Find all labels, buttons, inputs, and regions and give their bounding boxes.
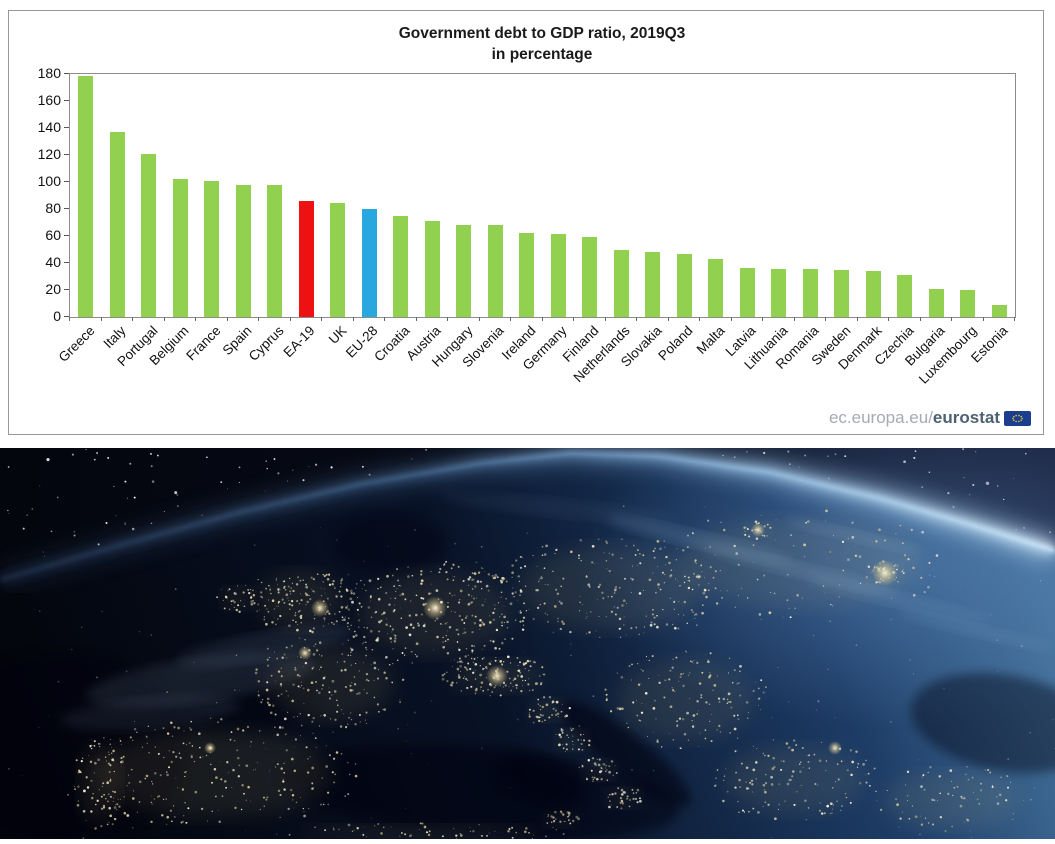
x-axis-tick	[69, 317, 70, 321]
x-axis-tick	[100, 317, 102, 321]
x-axis-tick	[856, 317, 858, 321]
bar-eu-28	[361, 208, 377, 317]
x-axis-tick	[793, 317, 795, 321]
y-axis-tick-label: 20	[45, 281, 61, 297]
x-axis-tick	[636, 317, 637, 321]
x-axis-tick	[919, 317, 921, 321]
plot-area	[69, 73, 1016, 318]
y-axis-tick-label: 100	[37, 173, 61, 189]
europe-night-photo	[0, 398, 1055, 843]
y-axis-tick-label: 160	[37, 92, 61, 108]
eurostat-logo-text: eurostat	[932, 408, 1000, 427]
bar-ireland	[519, 232, 535, 317]
bar-austria	[424, 221, 440, 317]
bar-latvia	[739, 267, 755, 317]
chart-title-line1: Government debt to GDP ratio, 2019Q3	[398, 25, 686, 42]
x-axis-tick	[289, 317, 291, 321]
y-axis-tick-label: 120	[37, 146, 61, 162]
europe-night-photo-svg	[0, 398, 1055, 843]
x-axis-tick	[825, 317, 826, 321]
bar-bulgaria	[928, 289, 944, 317]
bar-ea-19	[298, 200, 314, 317]
x-axis-tick	[132, 317, 133, 321]
bar-greece	[78, 76, 94, 317]
y-axis-tick-label: 180	[37, 65, 61, 81]
chart-panel: Government debt to GDP ratio, 2019Q3 in …	[8, 10, 1044, 435]
bar-poland	[676, 253, 692, 317]
watermark: ec.europa.eu/eurostat	[829, 408, 1031, 428]
y-axis-tick	[64, 154, 69, 155]
bar-lithuania	[771, 268, 787, 317]
x-axis-tick	[478, 317, 480, 321]
bar-portugal	[141, 154, 157, 317]
x-axis-tick	[226, 317, 228, 321]
bar-malta	[708, 258, 724, 317]
x-axis-tick	[258, 317, 259, 321]
bar-croatia	[393, 215, 409, 317]
x-axis-tick	[447, 317, 448, 321]
city-lights-layer	[8, 499, 1055, 841]
x-axis-tick	[604, 317, 606, 321]
bar-italy	[109, 131, 125, 317]
y-axis-tick	[64, 100, 69, 101]
y-axis-tick-label: 140	[37, 119, 61, 135]
bar-luxembourg	[960, 289, 976, 317]
bar-uk	[330, 203, 346, 317]
x-axis-tick	[573, 317, 574, 321]
bar-slovenia	[487, 225, 503, 317]
chart-title-line2: in percentage	[491, 46, 593, 63]
y-axis-tick-label: 60	[45, 227, 61, 243]
x-axis-tick	[510, 317, 511, 321]
watermark-url-prefix: ec.europa.eu/	[828, 408, 933, 427]
bar-romania	[802, 269, 818, 317]
x-axis-tick	[667, 317, 669, 321]
y-axis-tick	[64, 127, 69, 128]
x-axis-tick	[195, 317, 196, 321]
x-axis-tick	[384, 317, 385, 321]
x-axis-tick	[321, 317, 322, 321]
y-axis-tick	[64, 181, 69, 182]
y-axis-tick-label: 40	[45, 254, 61, 270]
y-axis-tick-label: 0	[53, 308, 61, 324]
bar-belgium	[172, 178, 188, 317]
x-axis-tick	[163, 317, 165, 321]
bar-spain	[235, 184, 251, 317]
bar-estonia	[991, 304, 1007, 317]
x-axis-tick	[415, 317, 417, 321]
y-axis-tick-label: 80	[45, 200, 61, 216]
bar-slovakia	[645, 251, 661, 317]
x-axis-tick	[352, 317, 354, 321]
y-axis-tick	[64, 316, 69, 317]
x-axis-tick	[888, 317, 889, 321]
atmosphere-glow	[0, 439, 1055, 593]
x-axis-tick	[982, 317, 984, 321]
x-axis-tick	[699, 317, 700, 321]
x-axis-tick	[951, 317, 952, 321]
bar-france	[204, 181, 220, 317]
bar-germany	[550, 234, 566, 317]
x-axis-tick	[730, 317, 732, 321]
bar-denmark	[865, 271, 881, 317]
chart-title: Government debt to GDP ratio, 2019Q3 in …	[69, 23, 1015, 65]
bar-sweden	[834, 269, 850, 317]
eu-flag-icon	[1004, 410, 1031, 426]
x-axis-tick	[762, 317, 763, 321]
y-axis-tick	[64, 73, 69, 74]
x-axis-tick	[541, 317, 543, 321]
y-axis-tick	[64, 208, 69, 209]
bar-czechia	[897, 274, 913, 317]
y-axis-tick	[64, 235, 69, 236]
y-axis-tick	[64, 262, 69, 263]
bar-hungary	[456, 224, 472, 317]
y-axis-tick	[64, 289, 69, 290]
bar-finland	[582, 236, 598, 317]
bar-cyprus	[267, 184, 283, 317]
bar-netherlands	[613, 250, 629, 317]
x-axis-tick	[1014, 317, 1015, 321]
